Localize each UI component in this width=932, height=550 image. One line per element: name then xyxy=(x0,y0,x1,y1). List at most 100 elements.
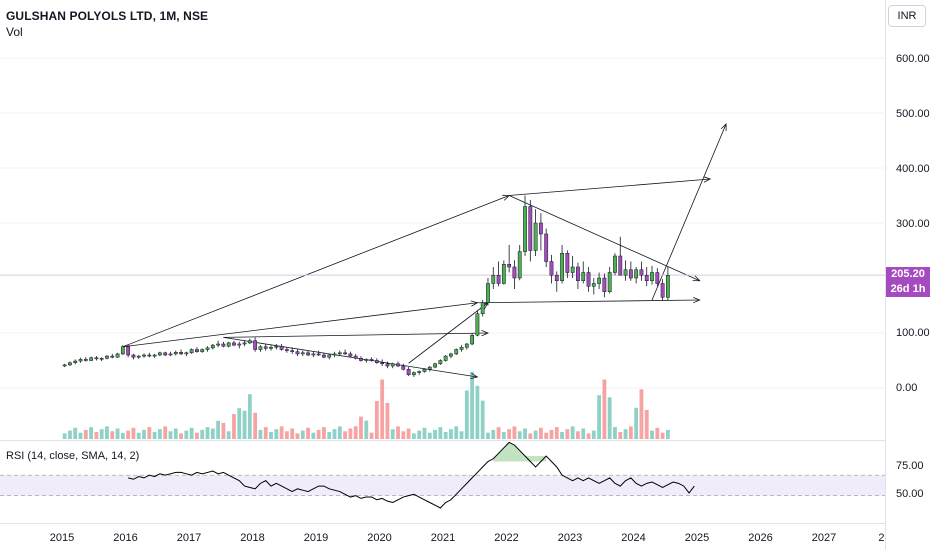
rsi-tick: 75.00 xyxy=(896,460,924,472)
volume-bar xyxy=(205,427,210,439)
candle-body xyxy=(427,366,432,370)
candle xyxy=(507,245,512,273)
volume-bar xyxy=(94,432,99,439)
rsi-chart[interactable] xyxy=(0,441,885,523)
volume-bar xyxy=(210,428,215,439)
candle-body xyxy=(205,347,210,350)
candle-body xyxy=(94,357,99,360)
price-chart[interactable] xyxy=(0,0,885,440)
candle xyxy=(311,351,316,358)
candle-body xyxy=(565,253,570,273)
candle xyxy=(322,352,326,359)
candle xyxy=(348,351,353,358)
candle-body xyxy=(200,349,205,352)
time-axis-label: 2019 xyxy=(303,532,329,544)
candle-body xyxy=(89,357,93,361)
countdown-tag: 26d 1h xyxy=(886,282,930,297)
volume-bar xyxy=(427,432,432,439)
trend-line xyxy=(508,195,700,282)
volume-indicator-label[interactable]: Vol xyxy=(6,25,23,39)
volume-bar xyxy=(496,427,501,439)
volume-bar xyxy=(433,429,437,439)
volume-bar xyxy=(507,429,512,439)
candle-body xyxy=(226,342,231,347)
rsi-indicator-label[interactable]: RSI (14, close, SMA, 14, 2) xyxy=(6,450,140,462)
candle xyxy=(110,353,115,359)
candle-body xyxy=(454,349,459,355)
trend-line xyxy=(477,299,700,304)
volume-bar xyxy=(359,416,363,439)
candle xyxy=(226,341,231,348)
candle xyxy=(443,355,448,362)
candle-body xyxy=(279,345,284,350)
candle xyxy=(152,353,157,358)
candle xyxy=(464,342,469,350)
volume-bar xyxy=(581,428,586,439)
candle xyxy=(216,340,220,348)
volume-bar xyxy=(232,414,236,439)
candle xyxy=(618,236,623,276)
volume-bar xyxy=(316,429,321,439)
candle-body xyxy=(142,354,146,357)
volume-bar xyxy=(512,426,517,439)
price-tick: 0.00 xyxy=(896,382,918,394)
candle xyxy=(512,260,517,289)
candle-body xyxy=(359,358,363,361)
time-axis-label: 2015 xyxy=(49,532,75,544)
candle-body xyxy=(258,346,263,350)
currency-button[interactable]: INR xyxy=(888,5,926,27)
candle xyxy=(120,345,125,355)
candle-body xyxy=(242,342,247,345)
candle xyxy=(205,346,210,352)
volume-bar xyxy=(73,427,78,439)
candle-body xyxy=(613,255,617,273)
candle-body xyxy=(523,206,527,252)
candle xyxy=(539,213,543,251)
candle xyxy=(666,267,670,300)
candle xyxy=(369,357,374,362)
candle xyxy=(62,363,67,368)
candle xyxy=(602,273,607,298)
volume-bar xyxy=(628,426,633,439)
candle-body xyxy=(68,362,72,366)
volume-bar xyxy=(62,433,67,439)
candle-body xyxy=(290,350,295,352)
candle-body xyxy=(512,266,517,279)
rsi-pane[interactable] xyxy=(0,441,885,523)
candle-body xyxy=(554,275,559,281)
volume-bar xyxy=(544,432,549,439)
volume-bar xyxy=(274,429,279,439)
volume-bar xyxy=(110,431,115,439)
volume-bar xyxy=(586,433,591,439)
volume-bar xyxy=(396,426,400,439)
candle xyxy=(459,345,464,352)
volume-bar xyxy=(597,395,602,439)
candle xyxy=(83,357,88,362)
candle xyxy=(433,362,437,369)
pane-separator[interactable] xyxy=(0,440,885,441)
candle xyxy=(475,311,480,337)
candle-body xyxy=(380,362,385,365)
candlestick-chart[interactable] xyxy=(0,0,885,440)
candle xyxy=(586,267,591,292)
candle xyxy=(253,337,258,352)
candle-body xyxy=(549,261,554,276)
volume-bar xyxy=(105,426,109,439)
candle-body xyxy=(99,358,104,360)
candle-body xyxy=(311,353,316,356)
candle-body xyxy=(343,352,347,355)
volume-bar xyxy=(560,432,564,439)
candle-body xyxy=(417,371,422,373)
candle-body xyxy=(306,352,310,356)
candle-body xyxy=(285,349,289,351)
volume-bar xyxy=(348,428,353,439)
volume-bar xyxy=(290,428,295,439)
symbol-title[interactable]: GULSHAN POLYOLS LTD, 1M, NSE xyxy=(6,9,209,23)
candle-body xyxy=(666,275,670,298)
candle-body xyxy=(443,355,448,361)
volume-bar xyxy=(147,427,152,439)
candle-body xyxy=(83,359,88,361)
candle-body xyxy=(110,355,115,358)
candle xyxy=(126,345,131,358)
volume-bar xyxy=(237,408,242,439)
